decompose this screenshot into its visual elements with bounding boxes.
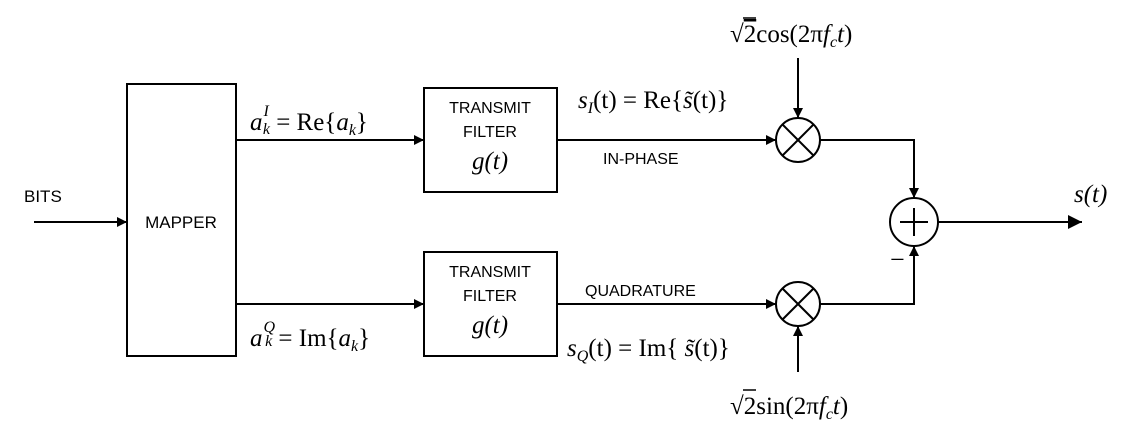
ak-quadrature-equation: aQ k = Im{ak} <box>250 319 370 355</box>
cos-carrier-label: √2cos(2πfct) <box>730 21 852 51</box>
mapper-block <box>126 83 237 357</box>
inphase-to-summer-arrow <box>820 139 919 198</box>
filter-label-2: FILTER <box>463 288 517 305</box>
summer <box>889 197 939 247</box>
filter-label-1: FILTER <box>463 124 517 141</box>
mapper-label: MAPPER <box>145 213 217 232</box>
gt-label-1: g(t) <box>472 148 508 175</box>
transmit-label-1: TRANSMIT <box>449 100 531 117</box>
minus-sign: − <box>890 245 905 274</box>
gt-label-2: g(t) <box>472 312 508 339</box>
quadrature-label: QUADRATURE <box>585 283 696 300</box>
output-label: s(t) <box>1074 181 1107 208</box>
ak-inphase-equation: aI k = Re{ak} <box>250 103 368 139</box>
si-equation: sI(t) = Re{s̃(t)} <box>578 87 728 117</box>
bits-label: BITS <box>24 187 62 206</box>
inphase-multiplier <box>775 117 821 163</box>
sin-carrier-label: √2sin(2πfct) <box>730 393 848 423</box>
transmit-label-2: TRANSMIT <box>449 264 531 281</box>
sq-equation: sQ(t) = Im{ s̃(t)} <box>567 335 730 365</box>
quadrature-to-summer-arrow <box>820 246 919 305</box>
quadrature-multiplier <box>775 281 821 327</box>
in-phase-label: IN-PHASE <box>603 151 679 168</box>
